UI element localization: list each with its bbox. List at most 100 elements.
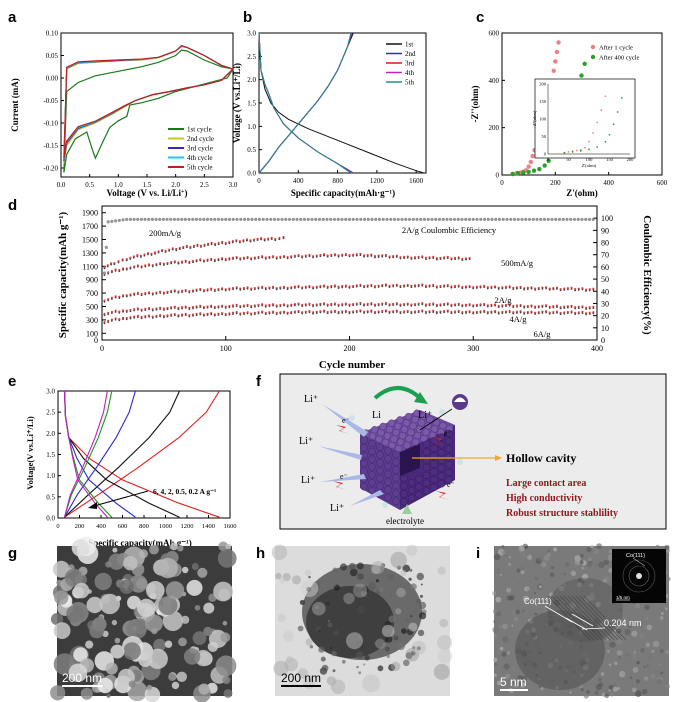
ce-point <box>295 217 299 221</box>
capacity-point-dark <box>136 265 139 268</box>
particle <box>422 428 430 436</box>
capacity-point-dark <box>140 266 143 269</box>
inset-point <box>596 146 599 148</box>
capacity-point <box>402 302 406 306</box>
capacity-point-dark <box>366 304 369 307</box>
capacity-point-dark <box>446 257 449 260</box>
capacity-point <box>117 260 120 263</box>
sem-grain <box>68 663 88 683</box>
tem-support <box>279 577 286 584</box>
capacity-point <box>308 284 311 288</box>
saed-plane-label: Co(111) <box>626 553 645 559</box>
capacity-point <box>191 289 195 292</box>
ce-point <box>291 217 295 221</box>
capacity-point <box>210 304 213 307</box>
x-tick-label: 1200 <box>181 523 194 530</box>
hrtem-noise <box>501 550 507 556</box>
capacity-point <box>139 254 142 257</box>
tem-grain <box>327 622 333 628</box>
saed-pointer <box>632 557 646 567</box>
capacity-point-dark <box>581 306 584 309</box>
capacity-point-dark <box>111 271 113 274</box>
hrtem-noise <box>520 675 528 683</box>
capacity-point-dark <box>323 311 325 313</box>
sem-grain <box>222 620 228 626</box>
capacity-point <box>395 302 398 305</box>
capacity-point <box>370 253 373 256</box>
particle <box>400 425 409 433</box>
sem-grain <box>89 623 105 639</box>
capacity-point-dark <box>173 307 176 309</box>
capacity-point <box>188 306 191 309</box>
capacity-point <box>290 303 293 306</box>
capacity-point-dark <box>199 259 202 262</box>
capacity-point <box>125 316 128 320</box>
capacity-point-dark <box>545 305 547 308</box>
capacity-point-dark <box>479 311 482 314</box>
capacity-point-dark <box>228 313 231 316</box>
b-xlabel: Specific capacity(mAh·g⁻¹) <box>291 188 395 198</box>
particle <box>415 491 423 499</box>
hrtem-noise <box>536 556 542 562</box>
capacity-point <box>501 304 504 307</box>
capacity-point <box>453 303 457 306</box>
capacity-point-dark <box>136 293 139 296</box>
capacity-point-dark <box>148 308 150 311</box>
ce-point <box>180 217 184 221</box>
capacity-point <box>144 292 147 295</box>
hrtem-noise <box>582 580 585 584</box>
capacity-point-dark <box>556 306 558 308</box>
tem-grain <box>318 646 325 653</box>
capacity-point-dark <box>414 285 416 288</box>
particle <box>376 482 384 490</box>
capacity-point-dark <box>512 306 515 309</box>
capacity-point <box>166 306 169 310</box>
hrtem-noise <box>503 663 510 670</box>
e-arrowhead <box>88 502 97 509</box>
capacity-point-dark <box>206 289 209 292</box>
hrtem-noise <box>512 667 516 670</box>
legend-label: 4th cycle <box>187 154 212 162</box>
hrtem-noise <box>657 619 662 625</box>
capacity-point-dark <box>308 311 311 314</box>
capacity-point <box>188 314 191 317</box>
capacity-point <box>443 302 446 306</box>
capacity-point-dark <box>283 312 285 314</box>
capacity-point-dark <box>107 272 110 275</box>
capacity-point-dark <box>559 307 562 310</box>
capacity-point <box>297 309 300 313</box>
capacity-point <box>132 255 135 258</box>
ce-point <box>422 217 427 221</box>
capacity-point-dark <box>581 312 584 315</box>
ce-point <box>377 217 382 221</box>
hrtem-noise <box>507 562 511 566</box>
capacity-point <box>250 257 253 260</box>
spacing-pointer <box>581 627 606 630</box>
cube-spheres <box>360 409 454 506</box>
capacity-point-dark <box>192 307 194 310</box>
capacity-point <box>453 310 457 313</box>
x-tick-label: 0.5 <box>85 181 94 189</box>
capacity-point <box>504 310 508 313</box>
particle <box>437 472 446 480</box>
hrtem-noise <box>589 583 594 588</box>
d-annotation: 500mA/g <box>501 258 534 268</box>
capacity-point <box>279 286 282 289</box>
d-annotation: 200mA/g <box>149 228 182 238</box>
capacity-point <box>109 262 113 265</box>
capacity-point-dark <box>443 304 446 307</box>
capacity-point-dark <box>239 306 242 309</box>
hrtem-noise <box>640 647 645 653</box>
hrtem-noise <box>523 595 530 602</box>
capacity-point <box>271 303 275 306</box>
y-tick-label: 0 <box>496 172 500 180</box>
capacity-point <box>574 311 577 314</box>
tem-support <box>390 661 401 672</box>
capacity-point-dark <box>421 284 424 287</box>
capacity-point-dark <box>592 289 595 291</box>
capacity-point <box>253 304 256 307</box>
ce-point <box>329 217 333 221</box>
hrtem-noise <box>493 657 498 662</box>
